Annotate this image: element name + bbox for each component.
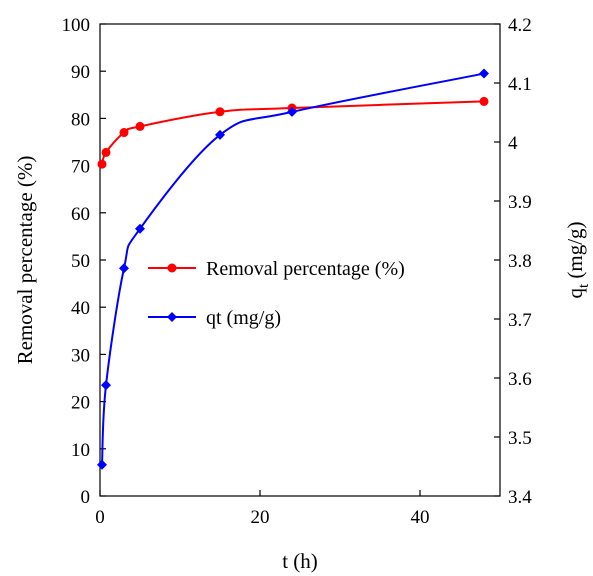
right-y-tick-label: 4 [508,133,518,154]
legend-marker-qt [167,312,177,322]
series-line-qt [101,72,485,465]
x-tick-label: 40 [411,507,430,528]
left-y-tick-label: 80 [71,109,90,130]
left-y-tick-label: 100 [62,15,91,36]
data-point-removal [479,96,489,106]
right-y-tick-label: 3.6 [508,369,532,390]
legend-marker-removal [167,263,177,273]
left-y-tick-label: 60 [71,204,90,225]
right-y-axis-title-unit: (mg/g) [563,221,587,283]
data-point-qt [215,129,225,140]
x-axis-ticks: 0 20 40 [95,490,430,528]
right-y-tick-label: 3.4 [508,487,532,508]
data-point-qt [101,380,111,391]
right-y-tick-label: 3.7 [508,310,532,331]
x-tick-label: 0 [95,507,105,528]
data-point-removal [135,121,145,131]
left-y-tick-label: 40 [71,298,90,319]
data-point-qt [135,223,145,234]
left-y-tick-label: 90 [71,62,90,83]
left-y-tick-label: 20 [71,393,90,414]
series-layer [97,68,489,470]
legend-item-qt: qt (mg/g) [148,307,281,329]
x-tick-label: 20 [251,507,270,528]
data-point-qt [479,68,489,79]
right-y-axis-title: qt (mg/g) [563,221,592,298]
right-y-axis-title-symbol: q [563,288,587,299]
data-point-removal [119,128,129,138]
left-y-axis-title: Removal percentage (%) [13,156,37,365]
right-y-tick-label: 4.2 [508,15,532,36]
legend-label-qt: qt (mg/g) [206,307,281,329]
data-point-removal [215,107,225,117]
x-axis-title: t (h) [282,549,318,573]
right-y-axis-ticks: 3.4 3.5 3.6 3.7 3.8 3.9 4 4.1 4.2 [494,15,532,508]
data-point-removal [97,159,107,169]
legend-item-removal: Removal percentage (%) [148,258,405,280]
left-y-tick-label: 10 [71,440,90,461]
left-y-tick-label: 30 [71,345,90,366]
data-point-qt [287,106,297,117]
left-y-axis-ticks: 0 10 20 30 40 50 60 70 80 90 100 [62,15,106,508]
left-y-tick-label: 0 [81,487,91,508]
legend-label-removal: Removal percentage (%) [206,258,405,280]
data-point-qt [119,263,129,274]
right-y-tick-label: 3.9 [508,192,532,213]
left-y-tick-label: 50 [71,251,90,272]
right-y-tick-label: 4.1 [508,74,532,95]
data-point-removal [101,147,111,157]
data-point-qt [97,459,107,470]
right-y-tick-label: 3.5 [508,428,532,449]
right-y-axis-title-subscript: t [576,283,592,288]
left-y-tick-label: 70 [71,157,90,178]
right-y-tick-label: 3.8 [508,251,532,272]
legend: Removal percentage (%) qt (mg/g) [148,258,405,329]
